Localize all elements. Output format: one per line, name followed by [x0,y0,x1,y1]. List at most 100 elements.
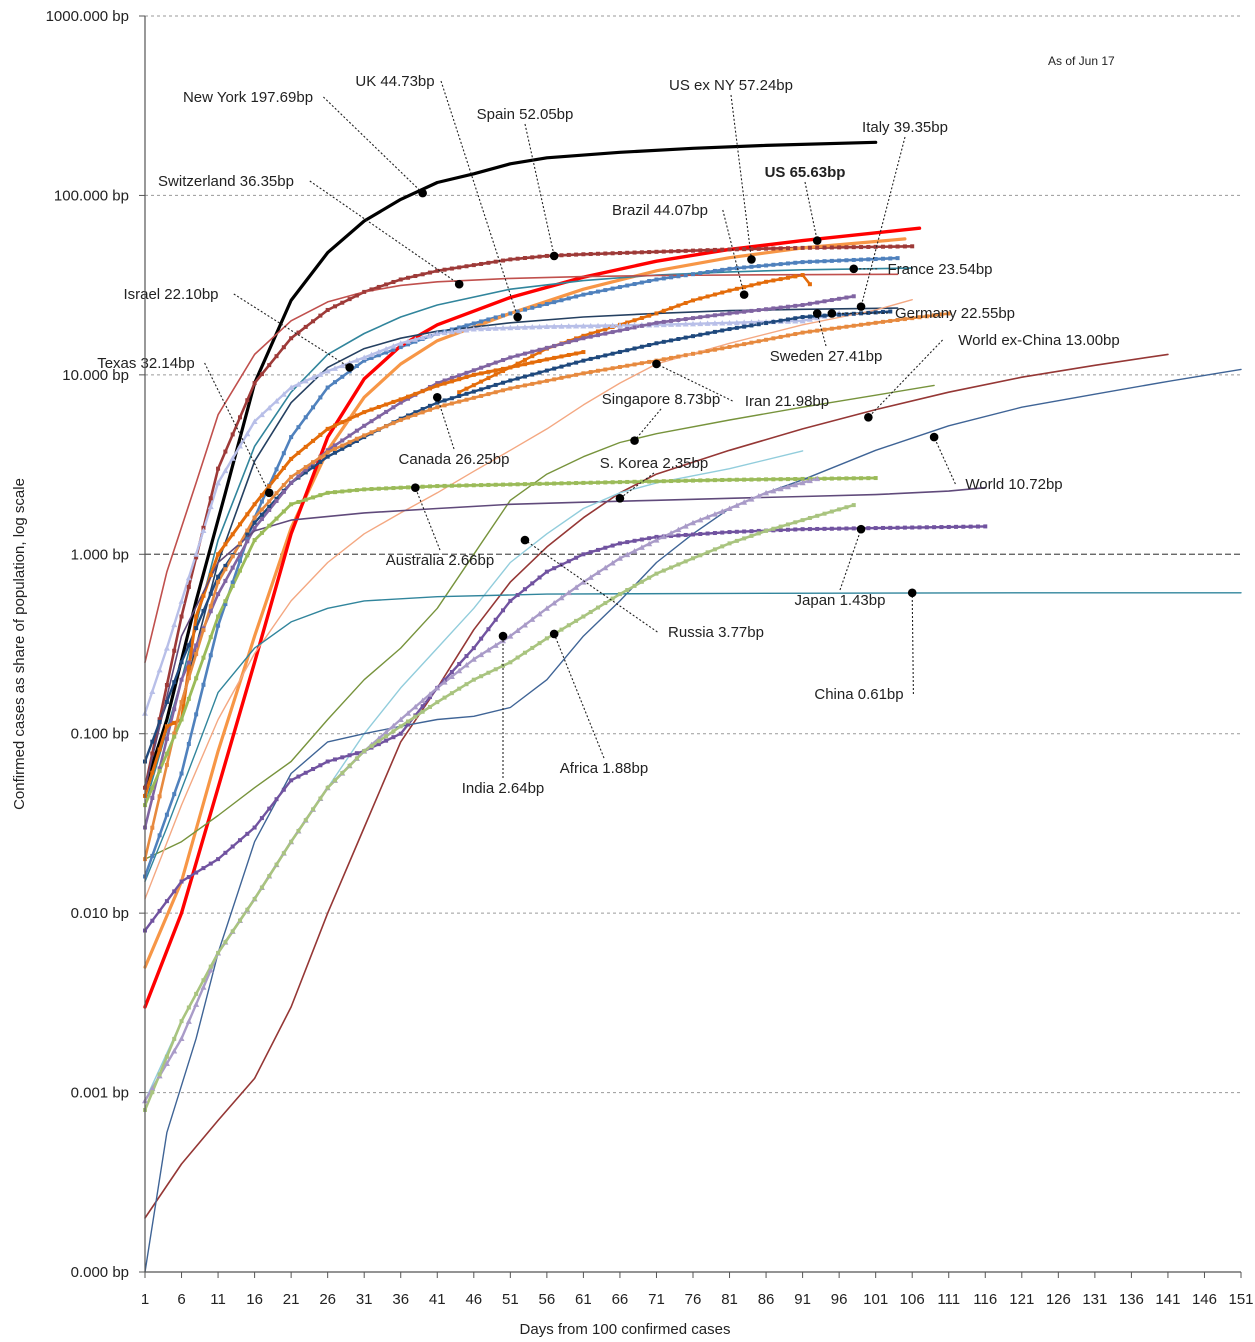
series-marker [486,376,491,381]
series-marker [625,588,630,593]
series-marker [638,544,645,550]
series-marker [676,317,681,322]
series-marker [537,254,542,259]
series-marker [603,601,608,606]
series-marker [822,327,827,332]
series-marker [924,314,929,319]
label-anchor-dot [520,535,530,545]
label-leader [414,487,441,551]
series-marker [442,378,447,383]
series-marker [726,505,733,511]
series-marker [397,340,404,346]
series-marker [888,525,893,530]
series-marker [880,319,885,324]
series-marker [807,282,812,287]
series-marker [267,504,272,509]
label-anchor-dot [345,363,354,372]
series-marker [354,488,359,493]
series-line [144,307,899,860]
series-marker [917,525,922,530]
series-marker [267,523,272,528]
series-marker [237,541,242,546]
series-marker [281,787,286,792]
series-marker [391,729,396,734]
series-marker [851,257,856,262]
series-marker [661,249,666,254]
series-marker [668,530,675,536]
series-marker [164,751,169,756]
series-marker [749,264,754,269]
series-marker [639,537,644,542]
series-marker [888,244,893,249]
series-marker [280,391,287,397]
series-marker [705,531,710,536]
series-marker [303,497,308,502]
series-marker [799,317,806,324]
series-marker [537,380,542,385]
series-marker [442,695,447,700]
series-marker [624,551,631,558]
series-marker [245,531,250,536]
series-marker [552,366,557,371]
series-marker [216,592,221,597]
series-marker [946,311,951,316]
series-marker [800,476,805,481]
series-marker [354,293,359,298]
series-marker [332,423,337,428]
series-marker [734,538,739,543]
series-marker [347,440,352,445]
series-marker [639,280,644,285]
series-marker [216,857,221,862]
series-marker [632,282,637,287]
axes: 0.000 bp 0.001 bp 0.010 bp 0.100 bp 1.000 bp… [46,8,1254,1308]
series-marker [683,301,688,306]
series-marker [311,767,316,772]
series-marker [412,336,419,342]
series-marker [464,654,469,659]
series-label: Africa 1.88bp [560,760,648,777]
series-marker [559,562,564,567]
series-marker [289,839,294,844]
series-marker [325,759,330,764]
series-line [143,237,907,969]
series-marker [434,330,441,337]
series-marker [793,477,798,482]
series-marker [800,303,805,308]
series-marker [983,524,988,529]
series-marker [398,731,403,736]
series-marker [859,245,864,250]
label-anchor-dot [907,588,917,598]
series-marker [230,580,235,585]
series-marker [712,292,717,297]
series-marker [610,543,615,548]
series-marker [375,348,382,355]
series-marker [383,729,390,735]
series-marker [764,337,769,342]
series-marker [493,372,498,377]
series-marker [515,593,520,598]
x-tick-label: 11 [210,1291,226,1308]
series-marker [216,580,221,585]
series-marker [617,480,622,485]
series-marker [851,503,856,508]
series-marker [581,614,586,619]
series-marker [610,596,615,601]
label-leader [839,529,862,591]
series-marker [565,323,572,329]
series-marker [530,360,535,365]
series-marker [764,246,769,251]
series-marker [172,707,177,712]
series-marker [514,627,521,634]
series-marker [551,600,558,606]
series-marker [354,751,359,756]
series-marker [559,298,564,303]
series-marker [522,362,527,367]
series-marker [705,349,710,354]
series-marker [471,372,476,377]
series-marker [193,1001,200,1007]
series-marker [793,274,798,279]
series-marker [574,555,579,560]
series-marker [442,267,447,272]
series-marker [245,398,250,403]
series-marker [354,756,359,761]
